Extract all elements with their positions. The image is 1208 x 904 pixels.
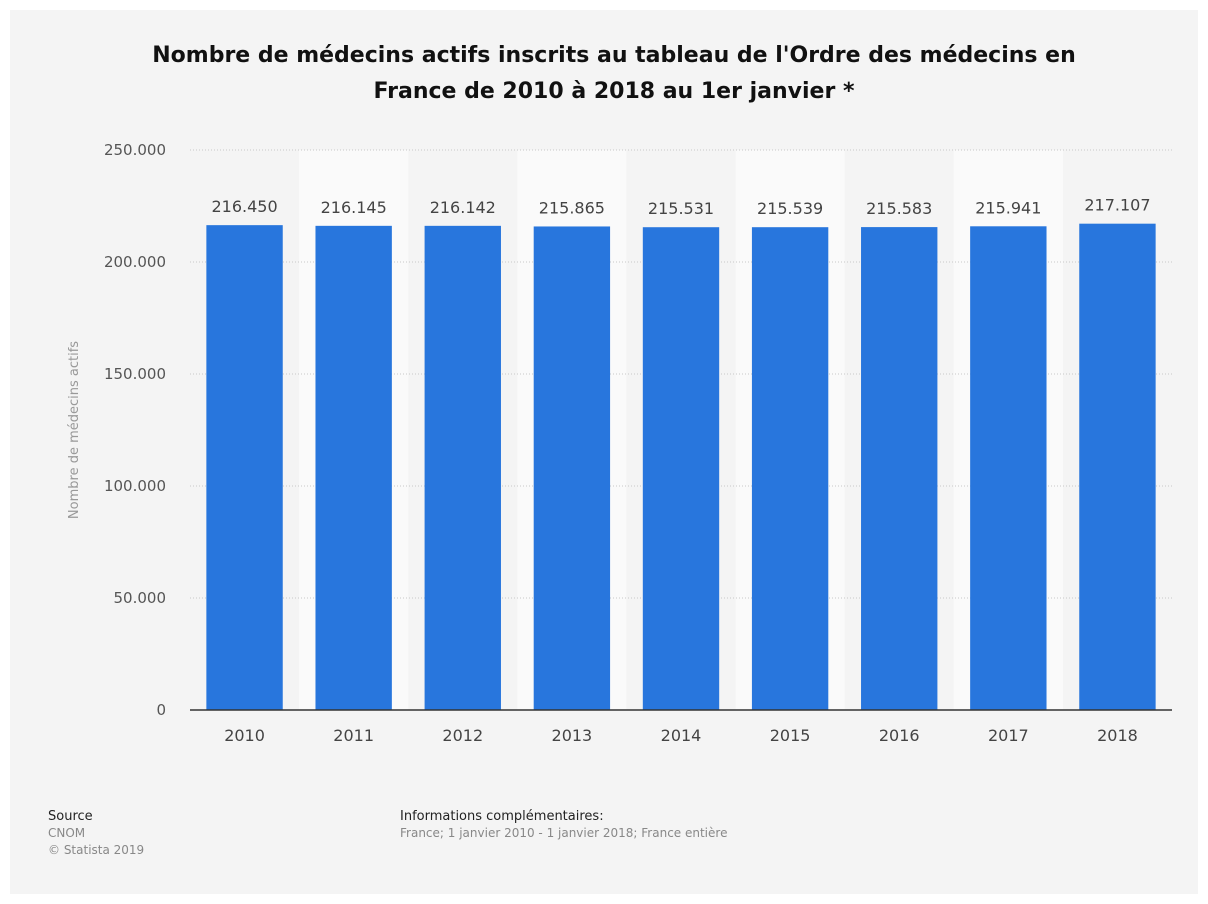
bar — [1079, 223, 1156, 711]
x-tick-label: 2015 — [770, 726, 811, 745]
source-title: Source — [48, 809, 93, 824]
x-tick-label: 2014 — [661, 726, 702, 745]
bar — [861, 227, 938, 710]
x-tick-label: 2011 — [333, 726, 374, 745]
y-tick-label: 200.000 — [104, 253, 166, 271]
bar — [751, 227, 829, 711]
value-label: 215.583 — [866, 199, 932, 218]
x-tick-label: 2010 — [224, 726, 265, 745]
bar — [642, 227, 720, 710]
info-title: Informations complémentaires: — [400, 809, 604, 824]
bar — [206, 225, 283, 711]
y-axis-label: Nombre de médecins actifs — [67, 341, 82, 519]
copyright: © Statista 2019 — [48, 843, 145, 857]
x-tick-label: 2016 — [879, 726, 920, 745]
x-tick-label: 2012 — [442, 726, 483, 745]
x-tick-label: 2018 — [1097, 726, 1138, 745]
value-label: 215.539 — [757, 199, 823, 218]
value-label: 217.107 — [1084, 196, 1150, 215]
bar — [970, 226, 1047, 710]
source: CNOM — [48, 826, 86, 840]
y-tick-label: 50.000 — [114, 589, 167, 607]
x-tick-label: 2017 — [988, 726, 1029, 745]
value-label: 216.142 — [430, 198, 496, 217]
value-label: 216.450 — [211, 197, 277, 216]
chart-title: Nombre de médecins actifs inscrits au ta… — [152, 43, 1076, 104]
x-tick-label: 2013 — [552, 726, 593, 745]
value-label: 215.865 — [539, 198, 605, 217]
y-tick-label: 250.000 — [104, 141, 166, 159]
value-label: 215.531 — [648, 199, 714, 218]
source-block: Source CNOM © Statista 2019 — [48, 808, 144, 859]
y-tick-label: 100.000 — [104, 477, 166, 495]
bar — [424, 225, 501, 710]
value-label: 215.941 — [975, 198, 1041, 217]
y-tick-label: 150.000 — [104, 365, 166, 383]
y-tick-label: 0 — [156, 701, 166, 719]
bar — [315, 225, 392, 710]
info: France; 1 janvier 2010 - 1 janvier 2018;… — [400, 826, 728, 840]
info-block: Informations complémentaires: France; 1 … — [400, 808, 727, 842]
bar — [533, 226, 611, 710]
value-label: 216.145 — [321, 198, 387, 217]
